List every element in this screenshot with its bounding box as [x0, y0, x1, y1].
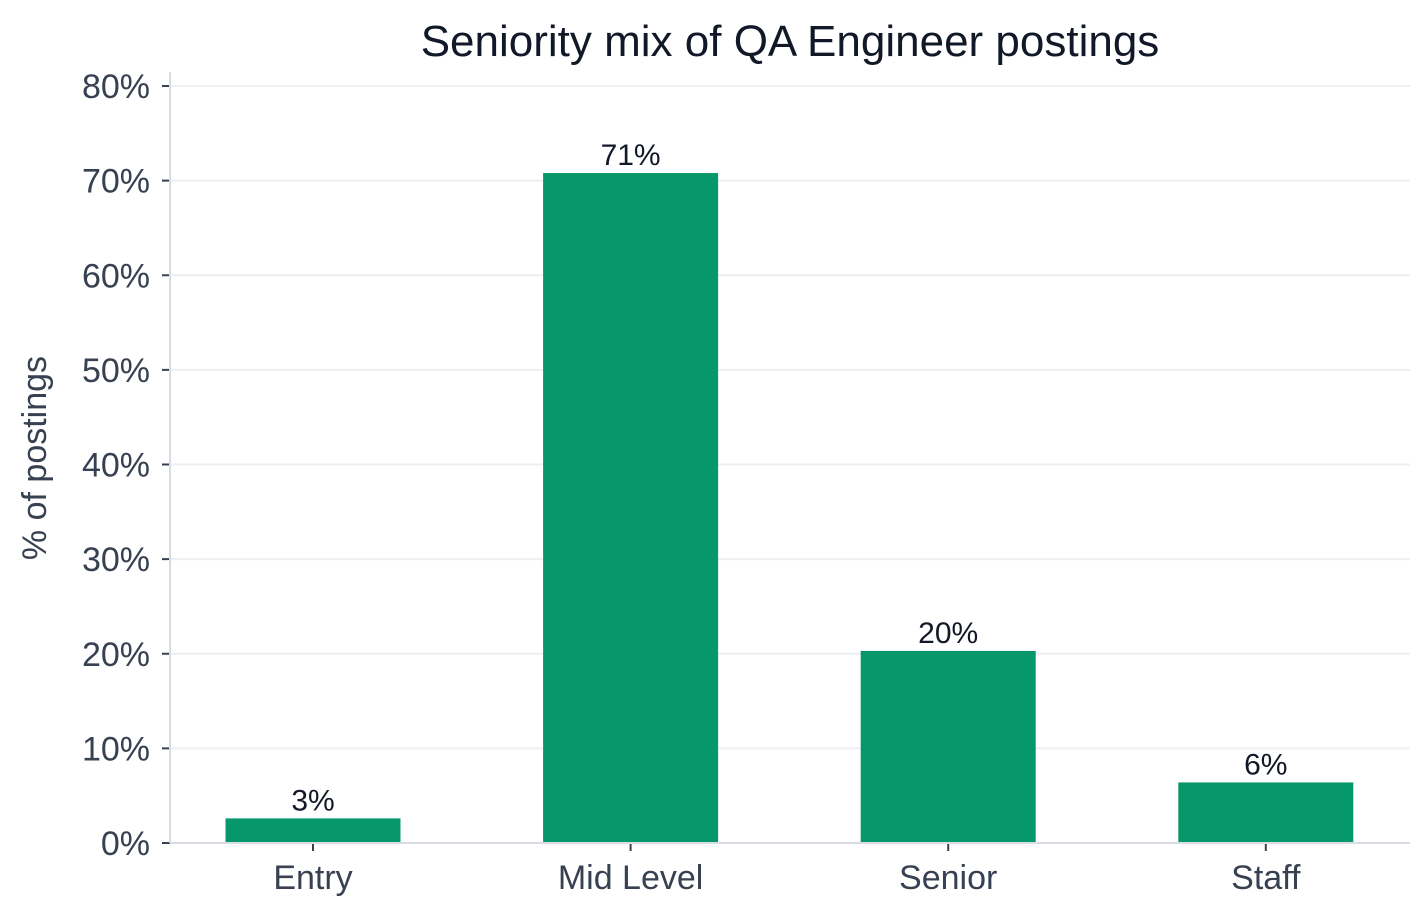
y-tick-label: 50% [82, 352, 150, 390]
bar [225, 818, 401, 843]
data-label: 3% [291, 784, 334, 817]
gridlines [170, 85, 1410, 750]
x-axis-ticks: Entry Mid Level Senior Staff [273, 843, 1301, 897]
bar [1178, 782, 1354, 843]
y-tick-label: 10% [82, 730, 150, 768]
y-tick-label: 20% [82, 636, 150, 674]
y-axis-label: % of postings [16, 356, 54, 560]
data-label: 20% [918, 617, 978, 650]
bar [860, 650, 1036, 843]
y-tick-label: 60% [82, 257, 150, 295]
y-tick-label: 30% [82, 541, 150, 579]
data-label: 71% [601, 139, 661, 172]
y-tick-label: 80% [82, 68, 150, 106]
y-tick-label: 70% [82, 163, 150, 201]
bar [543, 173, 719, 843]
y-axis-ticks: 0% 10% 20% 30% 40% 50% 60% 70% 80% [82, 68, 170, 863]
x-tick-label: Mid Level [558, 859, 704, 897]
x-tick-label: Entry [273, 859, 352, 897]
chart-title: Seniority mix of QA Engineer postings [421, 17, 1160, 66]
y-tick-label: 0% [101, 825, 150, 863]
y-tick-label: 40% [82, 447, 150, 485]
x-tick-label: Staff [1231, 859, 1301, 897]
bars: 3% 71% 20% 6% [225, 139, 1354, 843]
x-tick-label: Senior [899, 859, 997, 897]
data-label: 6% [1244, 748, 1287, 781]
